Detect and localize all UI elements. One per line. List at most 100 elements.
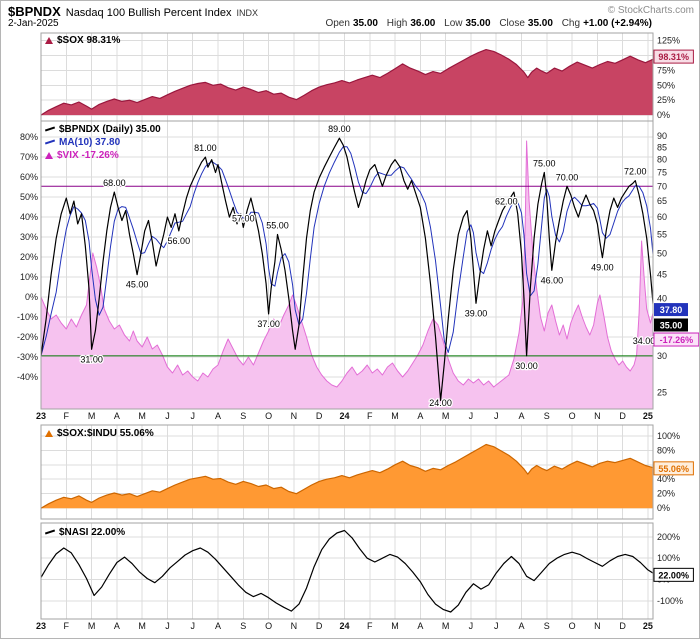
legend-ma10-label: MA(10) 37.80 [59, 136, 121, 148]
svg-text:24: 24 [339, 411, 349, 421]
quote-row: 2-Jan-2025 Open 35.00 High 36.00 Low 35.00 … [8, 18, 652, 31]
month-axis-labels: 23 F M A M J J A S O N D 24 F M A M J J A S O N D 25 [36, 621, 653, 631]
svg-text:0%: 0% [657, 503, 670, 513]
svg-text:D: D [619, 411, 626, 421]
legend-bpndx: $BPNDX (Daily) 35.00 [44, 123, 161, 135]
svg-text:65: 65 [657, 196, 667, 206]
svg-text:25: 25 [657, 387, 667, 397]
svg-text:O: O [265, 411, 272, 421]
bpndx-line [41, 137, 653, 402]
svg-text:A: A [215, 411, 221, 421]
line-series-group [41, 137, 653, 402]
svg-text:70: 70 [657, 181, 667, 191]
area-marker-icon [45, 36, 53, 44]
svg-text:F: F [64, 621, 70, 631]
last-value-box: 35.00 [654, 318, 688, 332]
svg-text:J: J [494, 411, 499, 421]
chg-value: +1.00 (+2.94%) [583, 18, 652, 29]
last-value-box: -17.26% [653, 332, 699, 347]
price-label: 72.00 [624, 167, 647, 177]
legend-sox-label: $SOX 98.31% [57, 34, 121, 46]
stockcharts-copyright-link[interactable]: © StockCharts.com [607, 5, 694, 16]
svg-text:M: M [442, 411, 450, 421]
svg-text:75: 75 [657, 167, 667, 177]
legend-ma10: MA(10) 37.80 [44, 136, 121, 148]
svg-text:J: J [469, 411, 474, 421]
close-value: 35.00 [527, 18, 553, 29]
svg-text:O: O [265, 621, 272, 631]
svg-text:F: F [367, 411, 373, 421]
svg-text:J: J [494, 621, 499, 631]
svg-text:D: D [619, 621, 626, 631]
svg-text:S: S [544, 621, 550, 631]
nasi-line [41, 529, 653, 613]
svg-text:80: 80 [657, 155, 667, 165]
sox-area-line [41, 48, 653, 116]
svg-text:J: J [165, 411, 170, 421]
sox-indu-area-fill [41, 444, 653, 509]
vix-area-fill [41, 141, 653, 409]
price-label: 75.00 [533, 158, 556, 168]
svg-text:S: S [240, 411, 246, 421]
right-axis-labels: 9085807570656055504540353025 [657, 131, 667, 397]
legend-nasi-label: $NASI 22.00% [59, 526, 126, 538]
high-label: High [386, 18, 408, 29]
close-label: Close [499, 18, 525, 29]
svg-text:37.80: 37.80 [660, 305, 683, 315]
price-label: 89.00 [328, 124, 351, 134]
svg-text:25%: 25% [657, 95, 675, 105]
symbol-name: Nasdaq 100 Bullish Percent Index [65, 7, 232, 19]
line-marker-icon [44, 529, 56, 535]
svg-text:100%: 100% [657, 553, 680, 563]
svg-text:J: J [165, 621, 170, 631]
svg-text:0%: 0% [25, 292, 38, 302]
svg-text:35.00: 35.00 [660, 320, 683, 330]
svg-text:A: A [417, 621, 423, 631]
svg-text:A: A [114, 621, 120, 631]
svg-text:80%: 80% [20, 132, 38, 142]
svg-text:M: M [88, 621, 96, 631]
svg-text:60: 60 [657, 212, 667, 222]
gridlines [41, 121, 653, 409]
svg-text:M: M [88, 411, 96, 421]
last-value-box: 55.06% [653, 461, 694, 476]
area-series-group [41, 443, 653, 509]
chg-label: Chg [561, 18, 581, 29]
svg-text:A: A [215, 621, 221, 631]
svg-text:-40%: -40% [17, 372, 38, 382]
price-label: 24.00 [429, 398, 452, 408]
svg-text:98.31%: 98.31% [658, 52, 689, 62]
svg-text:10%: 10% [20, 272, 38, 282]
bpndx-panel: 908580757065605550454035302580%70%60%50%… [17, 120, 699, 410]
line-marker-icon [44, 139, 56, 145]
svg-text:50%: 50% [20, 192, 38, 202]
area-series-group [41, 48, 653, 116]
svg-text:80%: 80% [657, 445, 675, 455]
legend-vix-label: $VIX -17.26% [57, 149, 119, 161]
svg-text:O: O [569, 411, 576, 421]
svg-text:A: A [114, 411, 120, 421]
price-label: 31.00 [80, 354, 103, 364]
svg-text:25: 25 [643, 411, 653, 421]
svg-text:S: S [240, 621, 246, 631]
price-label: 62.00 [495, 197, 518, 207]
price-label: 46.00 [541, 275, 564, 285]
price-label: 57.00 [232, 213, 255, 223]
svg-text:A: A [417, 411, 423, 421]
svg-text:45: 45 [657, 270, 667, 280]
price-label: 34.00 [633, 336, 656, 346]
legend-sox-indu: $SOX:$INDU 55.06% [45, 427, 154, 439]
right-axis-labels: 125%100%75%50%25%0% [657, 36, 680, 120]
svg-text:-10%: -10% [17, 312, 38, 322]
sox_indu-panel: 100%80%60%40%20%0%55.06% [40, 424, 694, 520]
price-label: 56.00 [168, 236, 191, 246]
svg-text:22.00%: 22.00% [658, 570, 689, 580]
line-series-group [41, 529, 653, 613]
panel-border [40, 424, 654, 520]
svg-text:200%: 200% [657, 532, 680, 542]
svg-text:-100%: -100% [657, 596, 683, 606]
svg-text:M: M [391, 411, 399, 421]
svg-text:N: N [291, 411, 298, 421]
